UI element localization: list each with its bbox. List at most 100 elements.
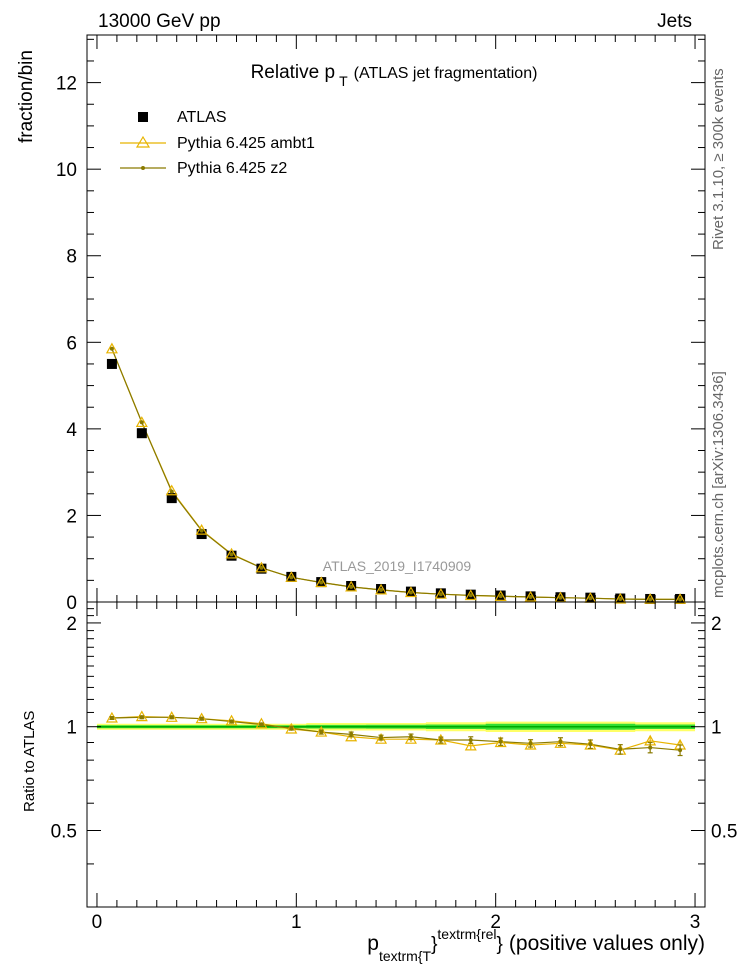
data-point-z2 xyxy=(498,594,503,599)
xlabel-sup: textrm{rel xyxy=(437,926,496,942)
xlabel-rest: (positive values only) xyxy=(509,932,705,955)
ratio-point-z2 xyxy=(468,738,473,743)
ratio-panel: 0.5 0.5 1 1 2 2 0 1 2 3 Ratio to ATLAS ptextrm{T}… xyxy=(21,601,737,964)
ratio-point-z2 xyxy=(438,738,443,743)
title-main: Relative p xyxy=(251,62,336,83)
ratio-y-tick-label: 1 xyxy=(66,718,77,739)
data-point-z2 xyxy=(169,489,174,494)
data-point-z2 xyxy=(199,528,204,533)
data-point-z2 xyxy=(109,346,114,351)
ratio-point-ambt1 xyxy=(165,711,178,722)
ratio-point-ambt1 xyxy=(105,711,118,723)
main-y-tick-label: 8 xyxy=(66,247,77,268)
ratio-plot-frame xyxy=(86,601,706,908)
data-point-z2 xyxy=(319,580,324,585)
ratio-point-ambt1 xyxy=(315,725,328,737)
ratio-point-z2 xyxy=(229,719,234,724)
data-point-ambt1 xyxy=(494,590,507,601)
header-right: Jets xyxy=(657,11,692,32)
data-point-z2 xyxy=(259,565,264,570)
main-y-tick-label: 2 xyxy=(66,506,77,527)
x-tick-label: 0 xyxy=(92,912,103,933)
data-point-z2 xyxy=(408,590,413,595)
data-point-ambt1 xyxy=(644,592,657,604)
ratio-point-ambt1 xyxy=(554,737,567,748)
data-point-z2 xyxy=(648,597,653,602)
data-point-ambt1 xyxy=(225,547,238,559)
xlabel-brace-2: } xyxy=(497,934,503,955)
ratio-point-z2 xyxy=(169,715,174,720)
main-ylabel: fraction/bin xyxy=(16,50,37,143)
main-y-tick-label: 6 xyxy=(66,333,77,354)
ratio-point-z2 xyxy=(498,739,503,744)
data-point-atlas xyxy=(166,493,177,504)
ratio-point-z2 xyxy=(199,716,204,721)
ratio-point-z2 xyxy=(319,730,324,735)
data-point-z2 xyxy=(379,587,384,592)
ratio-point-ambt1 xyxy=(494,736,507,748)
ratio-point-z2 xyxy=(588,742,593,747)
data-point-ambt1 xyxy=(195,523,208,535)
ratio-point-z2 xyxy=(618,747,623,752)
main-y-tick-label: 10 xyxy=(56,160,77,181)
data-point-z2 xyxy=(588,596,593,601)
data-point-z2 xyxy=(438,592,443,597)
x-axis-label: ptextrm{T}textrm{rel} (positive values on… xyxy=(367,926,705,964)
legend: ATLAS Pythia 6.425 ambt1 Pythia 6.425 z2 xyxy=(120,109,315,177)
header-left: 13000 GeV pp xyxy=(98,11,221,32)
ratio-data-marks xyxy=(105,710,687,757)
data-point-z2 xyxy=(139,420,144,425)
xlabel-brace-1: } xyxy=(431,934,437,955)
x-tick-label: 3 xyxy=(690,912,701,933)
ratio-point-ambt1 xyxy=(285,722,298,734)
ratio-point-ambt1 xyxy=(404,732,417,744)
data-point-atlas xyxy=(136,428,147,439)
ratio-point-ambt1 xyxy=(434,733,447,745)
ratio-point-z2 xyxy=(558,739,563,744)
ratio-point-ambt1 xyxy=(464,739,477,751)
legend-marker-z2 xyxy=(141,166,145,170)
main-title: Relative p T (ATLAS jet fragmentation) xyxy=(251,62,538,89)
data-point-z2 xyxy=(289,575,294,580)
data-point-z2 xyxy=(528,595,533,600)
legend-label-ambt1: Pythia 6.425 ambt1 xyxy=(177,135,315,152)
main-y-tick-label: 12 xyxy=(56,74,77,95)
title-sub: T xyxy=(339,73,348,89)
ratio-point-z2 xyxy=(289,726,294,731)
ratio-y-tick-label-right: 1 xyxy=(711,718,722,739)
data-point-ambt1 xyxy=(404,586,417,598)
ratio-point-ambt1 xyxy=(195,712,208,724)
rivet-label: Rivet 3.1.10, ≥ 300k events xyxy=(710,68,727,250)
data-point-ambt1 xyxy=(165,484,178,496)
data-point-z2 xyxy=(349,584,354,589)
ratio-point-z2 xyxy=(648,745,653,750)
data-point-ambt1 xyxy=(255,561,268,573)
xlabel-sub: textrm{T xyxy=(379,948,432,964)
ratio-point-z2 xyxy=(109,715,114,720)
ratio-point-z2 xyxy=(139,715,144,720)
data-point-z2 xyxy=(468,593,473,598)
ratio-point-z2 xyxy=(379,735,384,740)
legend-marker-atlas xyxy=(138,112,148,122)
data-point-ambt1 xyxy=(434,587,447,599)
legend-label-atlas: ATLAS xyxy=(177,109,227,126)
data-point-ambt1 xyxy=(135,416,148,427)
x-tick-label: 2 xyxy=(490,912,501,933)
data-point-ambt1 xyxy=(674,593,687,604)
data-point-z2 xyxy=(558,595,563,600)
data-point-ambt1 xyxy=(375,583,388,595)
data-point-z2 xyxy=(618,597,623,602)
ratio-point-z2 xyxy=(678,748,683,753)
xlabel-main: p xyxy=(367,932,379,955)
ratio-y-tick-label-right: 2 xyxy=(711,614,722,635)
analysis-watermark: ATLAS_2019_I1740909 xyxy=(323,558,472,574)
data-point-ambt1 xyxy=(524,590,537,602)
ratio-y-tick-label: 2 xyxy=(66,614,77,635)
ratio-uncertainty-bands xyxy=(96,721,696,733)
data-point-z2 xyxy=(678,597,683,602)
ratio-y-tick-label: 0.5 xyxy=(51,822,77,843)
data-point-ambt1 xyxy=(464,589,477,601)
main-data-marks xyxy=(105,342,687,604)
main-panel: 0 2 4 6 8 10 12 fraction/bin Relative p T (ATLAS… xyxy=(16,34,706,614)
